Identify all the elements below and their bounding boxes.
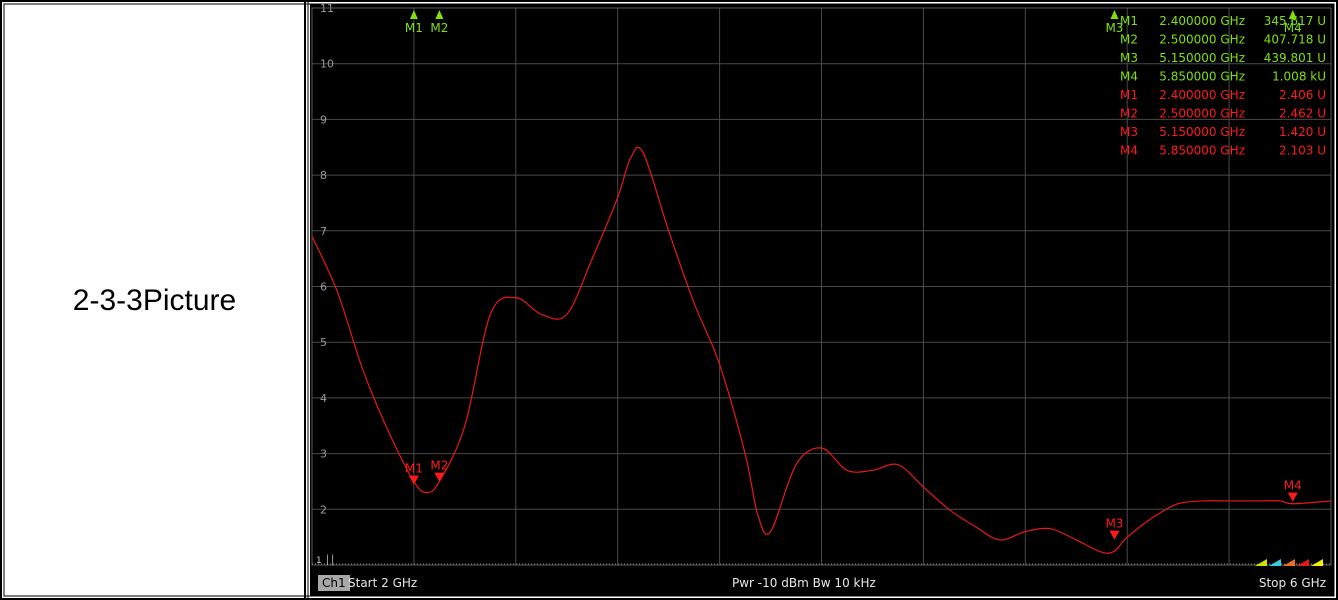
y-tick-label: 7: [320, 225, 327, 238]
stop-frequency[interactable]: Stop 6 GHz: [1258, 576, 1326, 590]
marker-label-upper: M4: [1284, 21, 1302, 35]
y-tick-label: 8: [320, 169, 327, 182]
marker-triangle-lower: [1109, 530, 1120, 540]
readout-upper-value: 439.801 U: [1264, 51, 1326, 65]
readout-lower-frequency: 5.850000 GHz: [1159, 144, 1245, 158]
marker-triangle-lower: [408, 475, 419, 485]
y-tick-label: 3: [320, 448, 327, 461]
readout-upper-label: M2: [1120, 33, 1138, 47]
caption-cell: 2-3-3Picture: [5, 5, 304, 597]
readout-lower-label: M2: [1120, 107, 1138, 121]
marker-label-upper: M1: [405, 21, 423, 35]
marker-triangle-upper: [1110, 10, 1119, 19]
y-tick-label: 10: [320, 58, 334, 71]
marker-triangle-lower: [434, 472, 445, 482]
readout-upper-frequency: 2.500000 GHz: [1159, 33, 1245, 47]
readout-lower-frequency: 5.150000 GHz: [1159, 125, 1245, 139]
channel-tab-icon: [1297, 559, 1309, 566]
reference-tag: 1 ││: [316, 554, 335, 566]
channel-tab-icon: [1255, 559, 1267, 566]
marker-label-upper: M2: [430, 21, 448, 35]
marker-label-lower: M4: [1284, 479, 1302, 493]
readout-upper-label: M1: [1120, 14, 1138, 28]
y-tick-label: 4: [320, 392, 327, 405]
y-tick-label: 6: [320, 281, 327, 294]
readout-upper-frequency: 5.850000 GHz: [1159, 70, 1245, 84]
y-tick-label: 9: [320, 113, 327, 126]
readout-upper-frequency: 2.400000 GHz: [1159, 14, 1245, 28]
marker-triangle-lower: [1287, 492, 1298, 502]
readout-lower-value: 2.406 U: [1279, 88, 1326, 102]
readout-upper-label: M4: [1120, 70, 1138, 84]
channel-tab-icon: [1269, 559, 1281, 566]
readout-upper-value: 1.008 kU: [1272, 70, 1326, 84]
channel-tab-icon: [1283, 559, 1295, 566]
caption-text: 2-3-3Picture: [72, 284, 237, 317]
readout-lower-value: 1.420 U: [1279, 125, 1326, 139]
channel-badge[interactable]: Ch1: [318, 575, 350, 591]
y-tick-label: 11: [320, 4, 334, 15]
marker-triangle-upper: [1288, 10, 1297, 19]
readout-lower-label: M1: [1120, 88, 1138, 102]
status-bar: Ch1 Start 2 GHz Pwr -10 dBm Bw 10 kHz St…: [310, 570, 1334, 596]
marker-label-lower: M1: [405, 462, 423, 476]
marker-triangle-upper: [435, 10, 444, 19]
readout-upper-value: 345.617 U: [1264, 14, 1326, 28]
start-frequency[interactable]: Start 2 GHz: [348, 576, 418, 590]
readout-lower-frequency: 2.400000 GHz: [1159, 88, 1245, 102]
marker-label-lower: M2: [430, 459, 448, 473]
power-bandwidth[interactable]: Pwr -10 dBm Bw 10 kHz: [732, 576, 876, 590]
readout-lower-value: 2.462 U: [1279, 107, 1326, 121]
readout-lower-value: 2.103 U: [1279, 144, 1326, 158]
y-tick-label: 5: [320, 336, 327, 349]
readout-lower-label: M3: [1120, 125, 1138, 139]
readout-lower-frequency: 2.500000 GHz: [1159, 107, 1245, 121]
channel-tab-icon: [1311, 559, 1323, 566]
readout-upper-label: M3: [1120, 51, 1138, 65]
marker-label-lower: M3: [1105, 517, 1123, 531]
marker-label-upper: M3: [1105, 21, 1123, 35]
y-tick-label: 2: [320, 503, 327, 516]
analyzer-screen: 11 10 9 8 7 6 5 4 3 2 1 ││ M1 M2 M3 M4 M1 M2 M3 M4 M1 2.4000…: [310, 4, 1334, 596]
readout-upper-value: 407.718 U: [1264, 33, 1326, 47]
marker-triangle-upper: [409, 10, 418, 19]
readout-lower-label: M4: [1120, 144, 1138, 158]
readout-upper-frequency: 5.150000 GHz: [1159, 51, 1245, 65]
trace-line: [311, 146, 1332, 554]
plot-border: [311, 7, 1332, 566]
